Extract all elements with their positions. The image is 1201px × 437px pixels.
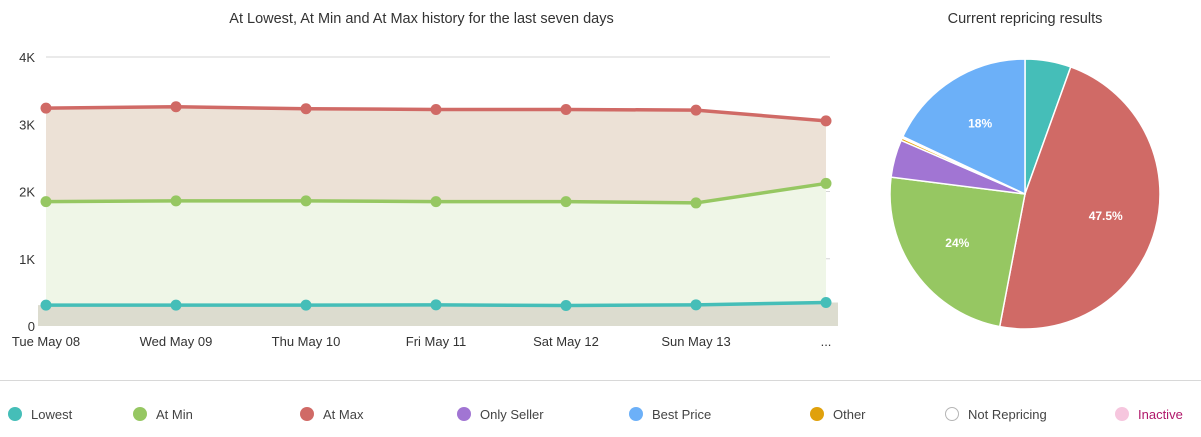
x-tick-label: Sun May 13	[661, 334, 730, 349]
area-at-min	[46, 183, 826, 306]
legend-item-lowest[interactable]: Lowest	[8, 404, 72, 424]
area-at-max	[46, 106, 826, 203]
legend-item-best-price[interactable]: Best Price	[629, 404, 711, 424]
legend-marker	[810, 407, 824, 421]
y-tick-label: 3K	[19, 117, 35, 132]
point-at-max[interactable]	[40, 102, 52, 114]
point-lowest[interactable]	[40, 299, 52, 311]
legend-item-inactive[interactable]: Inactive	[1115, 404, 1183, 424]
point-at-min[interactable]	[690, 197, 702, 209]
pie-slice-at-max[interactable]	[998, 66, 1161, 330]
x-tick-label: Thu May 10	[272, 334, 341, 349]
pie-labels: 47.5% 24% 18%	[945, 116, 1123, 250]
point-at-min[interactable]	[300, 195, 312, 207]
legend-label: Only Seller	[480, 406, 544, 422]
point-lowest[interactable]	[430, 299, 442, 311]
area-lowest	[38, 302, 838, 326]
x-tick-label: Fri May 11	[406, 334, 466, 349]
pie-chart: 47.5% 24% 18%	[889, 58, 1161, 330]
point-at-min[interactable]	[170, 195, 182, 207]
legend: Lowest At Min At Max Only Seller Best Price O…	[0, 404, 1201, 424]
pie-slice-best-price[interactable]	[901, 58, 1026, 196]
x-tick-label: Wed May 09	[140, 334, 213, 349]
x-tick-label: Tue May 08	[12, 334, 80, 349]
point-at-max[interactable]	[690, 104, 702, 116]
line-chart-title: At Lowest, At Min and At Max history for…	[229, 11, 614, 27]
point-at-min[interactable]	[40, 196, 52, 208]
legend-label: Other	[833, 406, 866, 422]
legend-item-only-seller[interactable]: Only Seller	[457, 404, 544, 424]
legend-divider	[0, 380, 1201, 381]
point-lowest[interactable]	[170, 299, 182, 311]
pie-slice-at-min[interactable]	[889, 176, 1026, 328]
legend-item-at-max[interactable]: At Max	[300, 404, 363, 424]
legend-label: At Min	[156, 406, 193, 422]
point-at-max[interactable]	[170, 101, 182, 113]
x-tick-label: Sat May 12	[533, 334, 599, 349]
legend-marker	[629, 407, 643, 421]
point-at-max[interactable]	[430, 103, 442, 115]
line-chart: 0 1K 2K 3K 4K Tue May 08 Wed May 09 Thu May 10…	[12, 50, 838, 349]
point-lowest[interactable]	[820, 296, 832, 308]
pie-slice-label: 18%	[968, 116, 992, 130]
x-tick-label: ...	[821, 334, 832, 349]
series-areas	[38, 106, 838, 326]
series-points	[40, 101, 832, 311]
point-at-max[interactable]	[300, 103, 312, 115]
legend-marker	[1115, 407, 1129, 421]
point-lowest[interactable]	[300, 299, 312, 311]
pie-slice-label: 47.5%	[1089, 209, 1123, 223]
point-at-max[interactable]	[560, 103, 572, 115]
legend-label: Not Repricing	[968, 406, 1047, 422]
legend-marker	[457, 407, 471, 421]
point-at-min[interactable]	[820, 177, 832, 189]
point-at-min[interactable]	[560, 196, 572, 208]
y-tick-label: 4K	[19, 50, 35, 65]
legend-item-other[interactable]: Other	[810, 404, 866, 424]
y-axis-tick-labels: 0 1K 2K 3K 4K	[19, 50, 35, 334]
legend-marker	[8, 407, 22, 421]
y-tick-label: 2K	[19, 185, 35, 200]
legend-marker	[133, 407, 147, 421]
pie-chart-title: Current repricing results	[947, 11, 1103, 27]
point-at-min[interactable]	[430, 196, 442, 208]
legend-label: Lowest	[31, 406, 73, 422]
point-lowest[interactable]	[560, 299, 572, 311]
legend-label: At Max	[323, 406, 364, 422]
pie-slices	[889, 58, 1161, 330]
legend-item-not-repricing[interactable]: Not Repricing	[945, 404, 1047, 424]
legend-marker	[945, 407, 959, 421]
legend-item-at-min[interactable]: At Min	[133, 404, 193, 424]
legend-marker	[300, 407, 314, 421]
x-axis-tick-labels: Tue May 08 Wed May 09 Thu May 10 Fri May 11…	[12, 334, 832, 349]
legend-label: Inactive	[1138, 406, 1183, 422]
point-at-max[interactable]	[820, 115, 832, 127]
y-tick-label: 0	[28, 319, 35, 334]
pie-slice-label: 24%	[945, 236, 969, 250]
legend-label: Best Price	[652, 406, 712, 422]
point-lowest[interactable]	[690, 299, 702, 311]
y-tick-label: 1K	[19, 252, 35, 267]
